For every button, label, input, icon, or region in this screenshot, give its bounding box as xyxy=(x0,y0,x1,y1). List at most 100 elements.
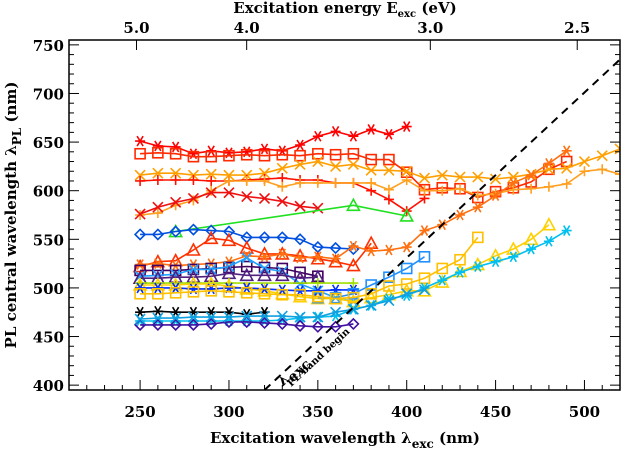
data-point-square xyxy=(223,286,235,298)
data-point-triangle xyxy=(274,267,290,282)
top-tick-label: 3.0 xyxy=(417,19,443,37)
data-point-x xyxy=(276,310,288,322)
data-point-diamond xyxy=(187,223,200,236)
data-point-asterisk xyxy=(543,158,554,169)
data-point-square xyxy=(205,150,217,163)
data-point-square xyxy=(240,148,253,161)
y-tick-label: 550 xyxy=(33,231,64,249)
data-point-square xyxy=(134,287,146,300)
data-point-diamond xyxy=(293,233,307,246)
data-point-plus xyxy=(188,175,199,185)
data-point-triangle xyxy=(363,235,379,249)
data-point-plus xyxy=(579,166,590,177)
series-orange-x xyxy=(134,143,620,185)
data-point-plus xyxy=(277,181,288,192)
data-point-asterisk xyxy=(490,256,501,268)
plot-frame xyxy=(68,39,621,391)
data-point-square xyxy=(294,266,306,279)
data-point-x xyxy=(152,312,164,324)
data-point-asterisk xyxy=(526,169,537,181)
data-point-square xyxy=(276,288,289,301)
data-point-square xyxy=(258,149,271,162)
x-tick-label: 250 xyxy=(124,403,155,421)
data-point-asterisk xyxy=(312,130,323,142)
data-point-triangle xyxy=(221,278,237,292)
data-point-plus xyxy=(152,208,163,219)
top-tick-label: 4.0 xyxy=(234,19,260,37)
data-point-x xyxy=(258,310,271,322)
data-point-x xyxy=(578,155,591,168)
data-point-triangle xyxy=(470,256,486,271)
data-point-x xyxy=(187,192,199,205)
series-red-plus xyxy=(135,173,430,217)
data-point-diamond xyxy=(222,225,236,238)
data-point-diamond xyxy=(151,318,165,331)
data-point-diamond xyxy=(276,317,289,331)
data-point-square xyxy=(472,231,484,244)
data-point-square xyxy=(454,253,466,266)
data-point-asterisk xyxy=(490,190,501,201)
series-line xyxy=(139,125,408,155)
data-point-x xyxy=(418,284,431,296)
data-point-triangle xyxy=(328,253,343,268)
data-point-plus xyxy=(295,177,306,188)
data-point-x xyxy=(312,311,324,323)
x-tick-label: 400 xyxy=(391,403,422,421)
data-point-x xyxy=(490,173,502,185)
data-point-asterisk xyxy=(526,243,537,255)
data-point-diamond xyxy=(187,318,200,331)
data-point-diamond xyxy=(205,224,218,237)
data-point-square xyxy=(258,287,271,300)
data-point-asterisk xyxy=(401,241,412,253)
data-point-square xyxy=(400,262,413,275)
data-point-plus xyxy=(170,175,181,185)
data-point-x xyxy=(170,167,182,179)
y-axis-title: PL central wavelength λPL (nm) xyxy=(2,82,24,349)
series-line xyxy=(175,204,407,233)
data-point-diamond xyxy=(205,317,218,331)
data-point-asterisk xyxy=(348,130,359,142)
data-point-plus xyxy=(383,194,394,205)
data-point-square xyxy=(329,148,342,161)
data-point-x xyxy=(205,311,217,323)
data-point-square xyxy=(205,285,217,297)
data-point-asterisk xyxy=(383,128,394,140)
x-tick-label: 300 xyxy=(213,403,244,421)
data-point-diamond xyxy=(133,228,147,241)
data-point-asterisk xyxy=(277,248,288,260)
y-tick-label: 700 xyxy=(33,85,64,103)
data-point-square xyxy=(365,287,377,300)
data-point-plus xyxy=(615,169,620,180)
data-point-x xyxy=(294,158,306,171)
data-point-square xyxy=(152,146,164,159)
data-point-asterisk xyxy=(170,141,181,153)
data-point-x xyxy=(241,310,253,322)
data-point-x xyxy=(330,160,342,172)
data-point-plus xyxy=(543,181,554,192)
data-point-asterisk xyxy=(152,140,163,152)
data-point-square xyxy=(169,147,182,160)
y-tick-label: 500 xyxy=(33,280,64,298)
series-line xyxy=(140,321,354,328)
data-point-diamond xyxy=(329,320,342,333)
series-blue-diamond xyxy=(133,223,360,256)
data-point-square xyxy=(276,148,289,161)
data-point-asterisk xyxy=(152,305,163,317)
data-point-x xyxy=(170,312,182,324)
y-tick-label: 650 xyxy=(33,134,64,152)
data-point-x xyxy=(223,169,235,181)
x-tick-label: 350 xyxy=(302,403,333,421)
data-point-square xyxy=(134,147,146,160)
data-point-x xyxy=(294,311,306,323)
reference-line xyxy=(263,58,620,390)
data-point-triangle xyxy=(523,231,539,246)
x-tick-label: 450 xyxy=(480,403,511,421)
data-point-x xyxy=(347,158,359,171)
annotation-pl-band-begin: PL band begin xyxy=(286,326,353,389)
data-point-x xyxy=(383,164,395,176)
data-point-x xyxy=(276,162,288,174)
data-point-triangle xyxy=(292,248,308,262)
data-point-plus xyxy=(312,177,323,188)
data-point-square xyxy=(258,261,271,274)
data-point-plus xyxy=(348,177,359,188)
